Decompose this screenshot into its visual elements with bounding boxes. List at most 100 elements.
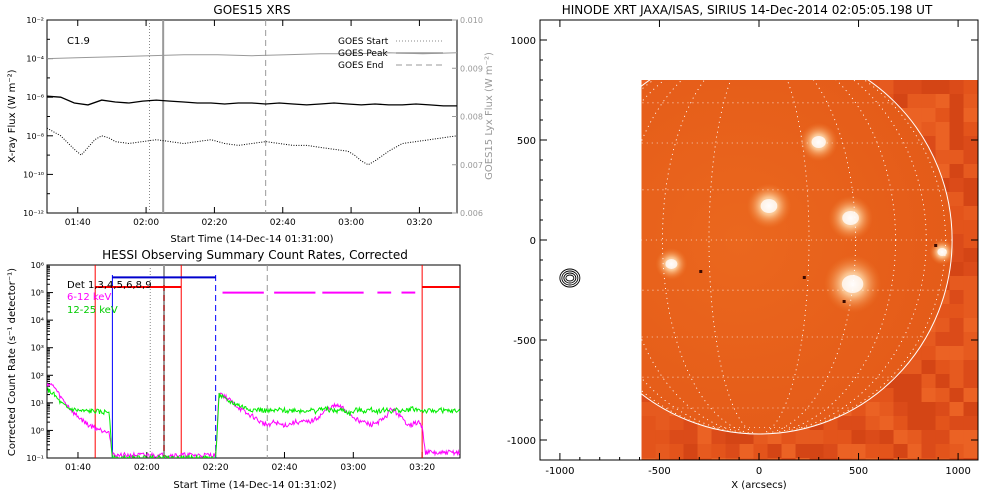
xrt-corona-block	[977, 276, 978, 290]
xrt-corona-block	[921, 402, 936, 416]
xrt-corona-block	[907, 444, 922, 458]
xrt-corona-block	[977, 332, 978, 346]
goes-time-markers	[149, 20, 267, 213]
xrt-corona-block	[963, 220, 978, 234]
xrt-corona-block	[921, 122, 936, 136]
goes-x-label: Start Time (14-Dec-14 01:31:00)	[170, 234, 333, 245]
hessi-y-tick-label: 10⁶	[31, 261, 44, 270]
xrt-longitude-line	[662, 80, 856, 434]
xrt-heliographic-grid	[641, 80, 953, 434]
xrt-corona-block	[935, 136, 950, 150]
xrt-corona-block	[893, 402, 908, 416]
xrt-corona-block	[683, 444, 698, 458]
xrt-corona-block	[795, 430, 810, 444]
xrt-corona-block	[907, 94, 922, 108]
xrt-corona-block	[935, 122, 950, 136]
xrt-corona-block	[655, 430, 670, 444]
xrt-corona-block	[949, 430, 964, 444]
xrt-corona-block	[963, 192, 978, 206]
xrt-corona-block	[781, 458, 796, 460]
hessi-series	[47, 383, 460, 458]
xrt-corona-block	[921, 374, 936, 388]
xrt-corona-block	[767, 458, 782, 460]
xrt-corona-block	[977, 164, 978, 178]
xrt-corona-block	[725, 458, 740, 460]
xrt-active-region-core	[937, 248, 947, 256]
hessi-y-tick-label: 10²	[31, 371, 44, 380]
xrt-corona-block	[963, 178, 978, 192]
xrt-hessi-contour-ring	[563, 272, 577, 284]
xrt-corona-block	[865, 416, 880, 430]
xrt-corona-block	[893, 444, 908, 458]
xrt-corona-block	[963, 262, 978, 276]
xrt-y-tick-label: 500	[517, 136, 536, 147]
xrt-dark-spot	[934, 244, 938, 247]
xrt-corona-block	[935, 430, 950, 444]
xrt-corona-block	[977, 430, 978, 444]
xrt-dark-spot	[802, 276, 806, 279]
hessi-y-tick-label: 10⁰	[31, 426, 44, 435]
goes-legend: GOES Start GOES Peak GOES End	[338, 37, 443, 71]
goes-y-tick-label: 10⁻²	[26, 16, 44, 25]
xrt-corona-block	[879, 402, 894, 416]
xrt-solar-disk-shade	[641, 80, 953, 434]
xrt-corona-block	[977, 262, 978, 276]
xrt-corona-block	[907, 416, 922, 430]
goes-dotted-series-line	[47, 127, 457, 166]
xrt-corona-block	[893, 80, 908, 94]
xrt-corona-block	[949, 444, 964, 458]
xrt-title: HINODE XRT JAXA/ISAS, SIRIUS 14-Dec-2014…	[562, 3, 933, 17]
xrt-corona-block	[949, 346, 964, 360]
xrt-corona-block	[669, 430, 684, 444]
xrt-corona-block	[977, 444, 978, 458]
xrt-corona-block	[809, 430, 824, 444]
xrt-corona-block	[963, 430, 978, 444]
legend-goes-peak: GOES Peak	[338, 49, 388, 59]
xrt-corona-block	[963, 318, 978, 332]
xrt-corona-block	[683, 458, 698, 460]
xrt-corona-block	[963, 108, 978, 122]
xrt-corona-block	[921, 430, 936, 444]
xrt-corona-block	[949, 122, 964, 136]
xrt-corona-block	[949, 136, 964, 150]
xrt-corona-block	[977, 192, 978, 206]
xrt-corona-block	[935, 80, 950, 94]
legend-goes-start: GOES Start	[338, 37, 389, 47]
xrt-corona-block	[977, 304, 978, 318]
xrt-solar-image	[641, 80, 978, 460]
xrt-corona-block	[963, 346, 978, 360]
xrt-corona-block	[725, 444, 740, 458]
xrt-corona-block	[963, 248, 978, 262]
goes-gray-series-line	[47, 52, 457, 60]
xrt-corona-block	[669, 444, 684, 458]
xrt-corona-block	[907, 458, 922, 460]
xrt-corona-block	[963, 444, 978, 458]
xrt-corona-block	[949, 234, 964, 248]
xrt-corona-block	[907, 388, 922, 402]
xrt-corona-block	[949, 304, 964, 318]
xrt-corona-block	[935, 332, 950, 346]
goes-flare-class: C1.9	[67, 36, 90, 47]
xrt-corona-block	[977, 346, 978, 360]
xrt-corona-block	[781, 444, 796, 458]
hessi-y-tick-label: 10¹	[31, 399, 44, 408]
goes-y-tick-label: 10⁻⁶	[26, 93, 44, 102]
xrt-x-tick-label: -1000	[545, 466, 574, 477]
xrt-corona-block	[837, 430, 852, 444]
xrt-corona-block	[977, 374, 978, 388]
xrt-corona-block	[641, 402, 656, 416]
xrt-dark-spot	[842, 300, 846, 303]
goes-plot-frame	[46, 19, 458, 214]
xrt-corona-block	[977, 360, 978, 374]
xrt-y-tick-label: -500	[513, 336, 536, 347]
xrt-longitude-line	[641, 80, 946, 434]
xrt-corona-block	[921, 108, 936, 122]
xrt-corona-block	[949, 178, 964, 192]
hessi-x-tick-label: 03:00	[340, 463, 366, 473]
xrt-corona-block	[753, 458, 768, 460]
xrt-corona-block	[753, 444, 768, 458]
hessi-detector-label: Det 1,3,4,5,6,8,9	[67, 280, 152, 291]
xrt-corona-block	[935, 346, 950, 360]
xrt-y-ticks: -1000 -500 0 500 1000	[507, 36, 978, 447]
xrt-active-region-core	[841, 275, 864, 293]
